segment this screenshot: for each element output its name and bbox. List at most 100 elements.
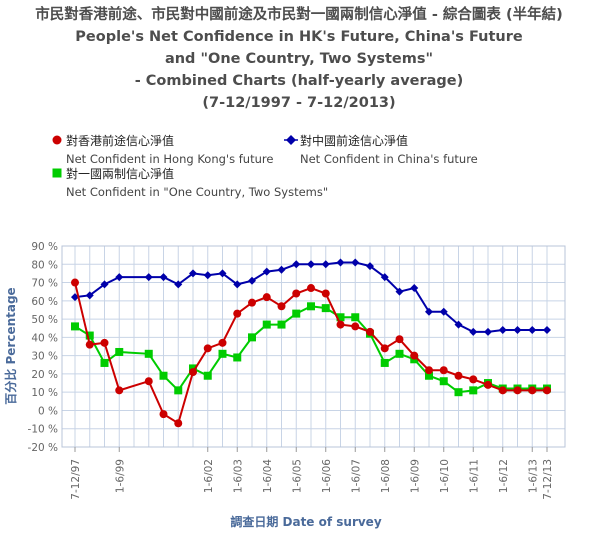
- china-series-point: [85, 291, 94, 300]
- x-tick-label: 7-12/13: [542, 459, 554, 500]
- x-tick-label: 1-6/06: [321, 459, 333, 493]
- china-series-point: [115, 273, 124, 282]
- china-series-point: [321, 260, 330, 269]
- hk-series-point: [218, 338, 227, 347]
- china-series-point: [203, 271, 212, 280]
- title-line-1: People's Net Confidence in HK's Future, …: [75, 29, 523, 45]
- hk-series-point: [484, 380, 492, 389]
- x-tick-label: 1-6/13: [527, 459, 539, 493]
- title-line-zh: 市民對香港前途、市民對中國前途及市民對一國兩制信心淨值 - 綜合圖表 (半年結): [35, 7, 563, 23]
- china-series-point: [395, 287, 404, 296]
- hk-series-point: [321, 289, 330, 298]
- y-tick-label: 60 %: [31, 296, 58, 308]
- x-tick-label: 1-6/05: [291, 459, 303, 493]
- y-tick-label: 40 %: [31, 332, 58, 344]
- octs-series-point: [85, 331, 94, 340]
- china-series-point: [410, 284, 419, 293]
- y-tick-label: 30 %: [31, 351, 58, 363]
- china-series-point: [380, 273, 389, 282]
- china-series-point: [454, 320, 463, 329]
- legend-label-zh: 對中國前途信心淨值: [300, 134, 409, 148]
- hk-series-point: [174, 419, 183, 428]
- octs-series-point: [203, 371, 212, 380]
- x-tick-label: 1-6/08: [380, 459, 392, 493]
- legend-label-en: Net Confident in "One Country, Two Syste…: [66, 185, 329, 199]
- china-series-point: [307, 260, 315, 269]
- hk-series-point: [262, 293, 271, 302]
- china-series-point: [159, 273, 168, 282]
- y-tick-label: 50 %: [31, 314, 58, 326]
- china-series-point: [425, 307, 433, 316]
- octs-series-point: [71, 322, 79, 331]
- octs-series-point: [248, 333, 256, 342]
- octs-series-point: [115, 347, 124, 356]
- legend-label-en: Net Confident in China's future: [300, 152, 478, 166]
- china-series-point: [336, 258, 345, 267]
- x-tick-label: 1-6/07: [350, 459, 362, 493]
- china-series-point: [277, 265, 286, 274]
- hk-series-point: [203, 344, 212, 353]
- y-tick-label: -10 %: [28, 424, 58, 436]
- x-tick-label: 1-6/03: [232, 459, 244, 493]
- x-tick-label: 1-6/12: [498, 459, 510, 493]
- y-tick-label: 20 %: [31, 369, 58, 381]
- octs-series-point: [233, 353, 242, 362]
- hk-series-point: [380, 344, 389, 353]
- octs-series-point: [144, 349, 153, 358]
- legend-square-marker: [52, 168, 62, 178]
- hk-series-point: [439, 366, 448, 375]
- china-series-point: [513, 326, 522, 335]
- y-tick-label: 90 %: [31, 241, 58, 253]
- legend-label-zh: 對一國兩制信心淨值: [66, 167, 175, 181]
- octs-series-point: [159, 371, 168, 380]
- octs-series-point: [307, 302, 315, 311]
- hk-series-point: [144, 377, 153, 386]
- china-series-point: [248, 276, 256, 285]
- octs-series-point: [292, 309, 301, 318]
- octs-series-point: [351, 313, 360, 322]
- octs-series-point: [100, 358, 109, 367]
- hk-series-point: [71, 278, 79, 287]
- chart-title: 市民對香港前途、市民對中國前途及市民對一國兩制信心淨值 - 綜合圖表 (半年結)…: [0, 4, 598, 114]
- china-series-point: [144, 273, 153, 282]
- china-series-point: [498, 326, 507, 335]
- octs-series-point: [218, 349, 227, 358]
- china-series-point: [174, 280, 183, 289]
- hk-series-point: [410, 351, 419, 360]
- hk-series-point: [100, 338, 109, 347]
- hk-series-point: [336, 320, 345, 329]
- china-series-point: [366, 262, 374, 271]
- legend-item-octs[interactable]: 對一國兩制信心淨值 Net Confident in "One Country,…: [52, 165, 329, 199]
- hk-series-point: [159, 410, 168, 419]
- hk-series-point: [454, 371, 463, 380]
- x-tick-label: 1-6/04: [262, 459, 274, 493]
- plot-area: [61, 245, 566, 448]
- title-line-3: - Combined Charts (half-yearly average): [134, 73, 464, 89]
- legend-diamond-marker: [284, 135, 298, 145]
- title-line-2: and "One Country, Two Systems": [164, 51, 434, 67]
- legend-circle-marker: [52, 135, 62, 145]
- x-tick-label: 7-12/97: [70, 459, 82, 500]
- china-series-point: [262, 267, 271, 276]
- octs-series-point: [336, 313, 345, 322]
- hk-series-point: [395, 335, 404, 344]
- hk-series-point: [85, 340, 94, 349]
- legend-item-china[interactable]: 對中國前途信心淨值 Net Confident in China's futur…: [284, 132, 478, 166]
- hk-series-point: [189, 368, 197, 377]
- legend-item-hk[interactable]: 對香港前途信心淨值 Net Confident in Hong Kong's f…: [52, 132, 273, 166]
- china-series-point: [233, 280, 242, 289]
- china-series-point: [469, 327, 478, 336]
- octs-series-point: [262, 320, 271, 329]
- octs-series-point: [174, 386, 183, 395]
- hk-series-point: [307, 284, 315, 293]
- china-series-point: [543, 326, 551, 335]
- hk-series-point: [233, 309, 242, 318]
- china-series-point: [351, 258, 360, 267]
- title-line-4: (7-12/1997 - 7-12/2013): [202, 95, 396, 111]
- octs-series-point: [321, 304, 330, 313]
- hk-series-point: [366, 327, 374, 336]
- octs-series-point: [454, 388, 463, 397]
- octs-series-point: [439, 377, 448, 386]
- y-axis-title: 百分比 Percentage: [3, 287, 18, 404]
